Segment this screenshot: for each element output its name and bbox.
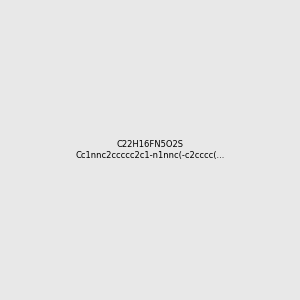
Text: C22H16FN5O2S
Cc1nnc2ccccc2c1-n1nnc(-c2cccc(...: C22H16FN5O2S Cc1nnc2ccccc2c1-n1nnc(-c2cc… [75, 140, 225, 160]
